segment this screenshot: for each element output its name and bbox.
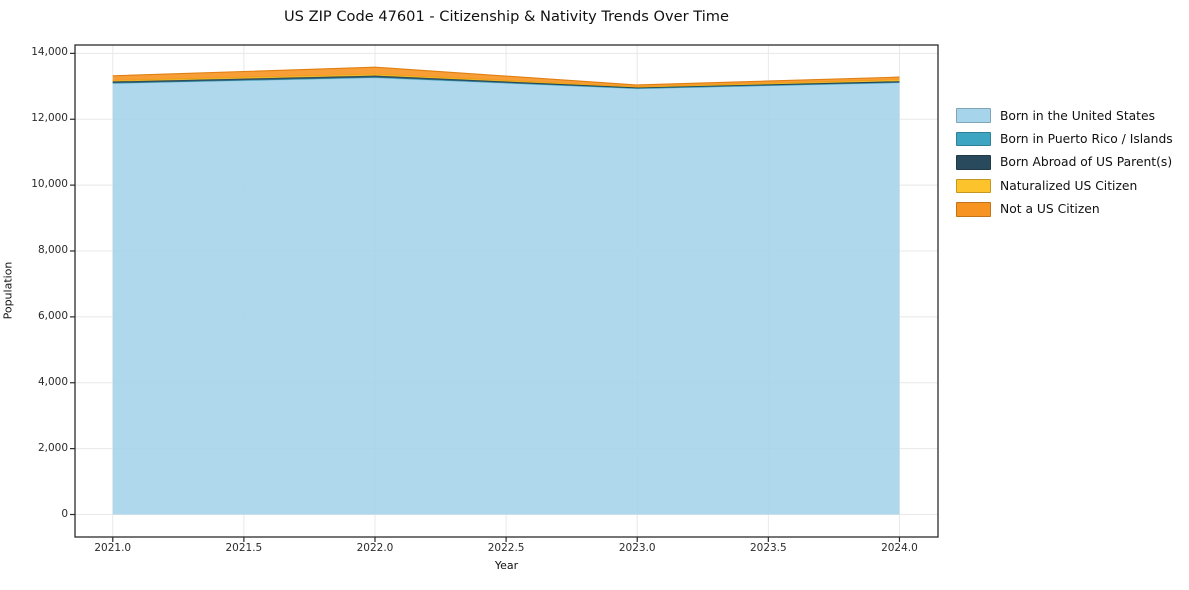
x-tick-label: 2021.5 bbox=[225, 542, 263, 554]
x-tick-label: 2023.5 bbox=[749, 542, 787, 554]
x-tick-label: 2024.0 bbox=[881, 542, 918, 554]
legend-item-label: Born in Puerto Rico / Islands bbox=[1000, 132, 1173, 147]
legend-item-label: Naturalized US Citizen bbox=[1000, 178, 1138, 193]
y-tick-label: 4,000 bbox=[37, 375, 68, 388]
x-tick-label: 2022.0 bbox=[356, 542, 394, 554]
area-4 bbox=[112, 67, 900, 87]
y-tick-label: 8,000 bbox=[37, 243, 68, 256]
y-tick-label: 6,000 bbox=[37, 309, 68, 322]
legend-swatch bbox=[956, 131, 991, 147]
y-tick-label: 10,000 bbox=[31, 178, 68, 191]
legend: Born in the United States Born in Puerto … bbox=[956, 104, 1173, 221]
legend-item: Born in the United States bbox=[956, 104, 1173, 127]
x-tick-label: 2023.0 bbox=[618, 542, 656, 554]
legend-swatch bbox=[956, 178, 991, 194]
legend-item-label: Born in the United States bbox=[1000, 108, 1155, 123]
x-tick-label: 2021.0 bbox=[94, 542, 132, 554]
x-tick-label: 2022.5 bbox=[487, 542, 525, 554]
area-edge-4 bbox=[112, 66, 900, 86]
legend-item: Born Abroad of US Parent(s) bbox=[956, 151, 1173, 174]
y-tick-label: 14,000 bbox=[31, 46, 68, 59]
y-tick-label: 2,000 bbox=[37, 441, 68, 454]
chart-title: US ZIP Code 47601 - Citizenship & Nativi… bbox=[284, 8, 729, 25]
y-tick-label: 12,000 bbox=[31, 112, 68, 125]
legend-swatch bbox=[956, 155, 991, 170]
legend-item-label: Not a US Citizen bbox=[1000, 202, 1100, 217]
y-tick-label: 0 bbox=[61, 507, 68, 520]
legend-item-label: Born Abroad of US Parent(s) bbox=[1000, 155, 1173, 170]
legend-item: Naturalized US Citizen bbox=[956, 174, 1173, 197]
legend-item: Not a US Citizen bbox=[956, 198, 1173, 221]
area-0 bbox=[112, 77, 900, 515]
legend-swatch bbox=[956, 202, 991, 217]
x-axis-label: Year bbox=[494, 559, 519, 572]
legend-swatch bbox=[956, 108, 991, 123]
legend-item: Born in Puerto Rico / Islands bbox=[956, 127, 1173, 150]
